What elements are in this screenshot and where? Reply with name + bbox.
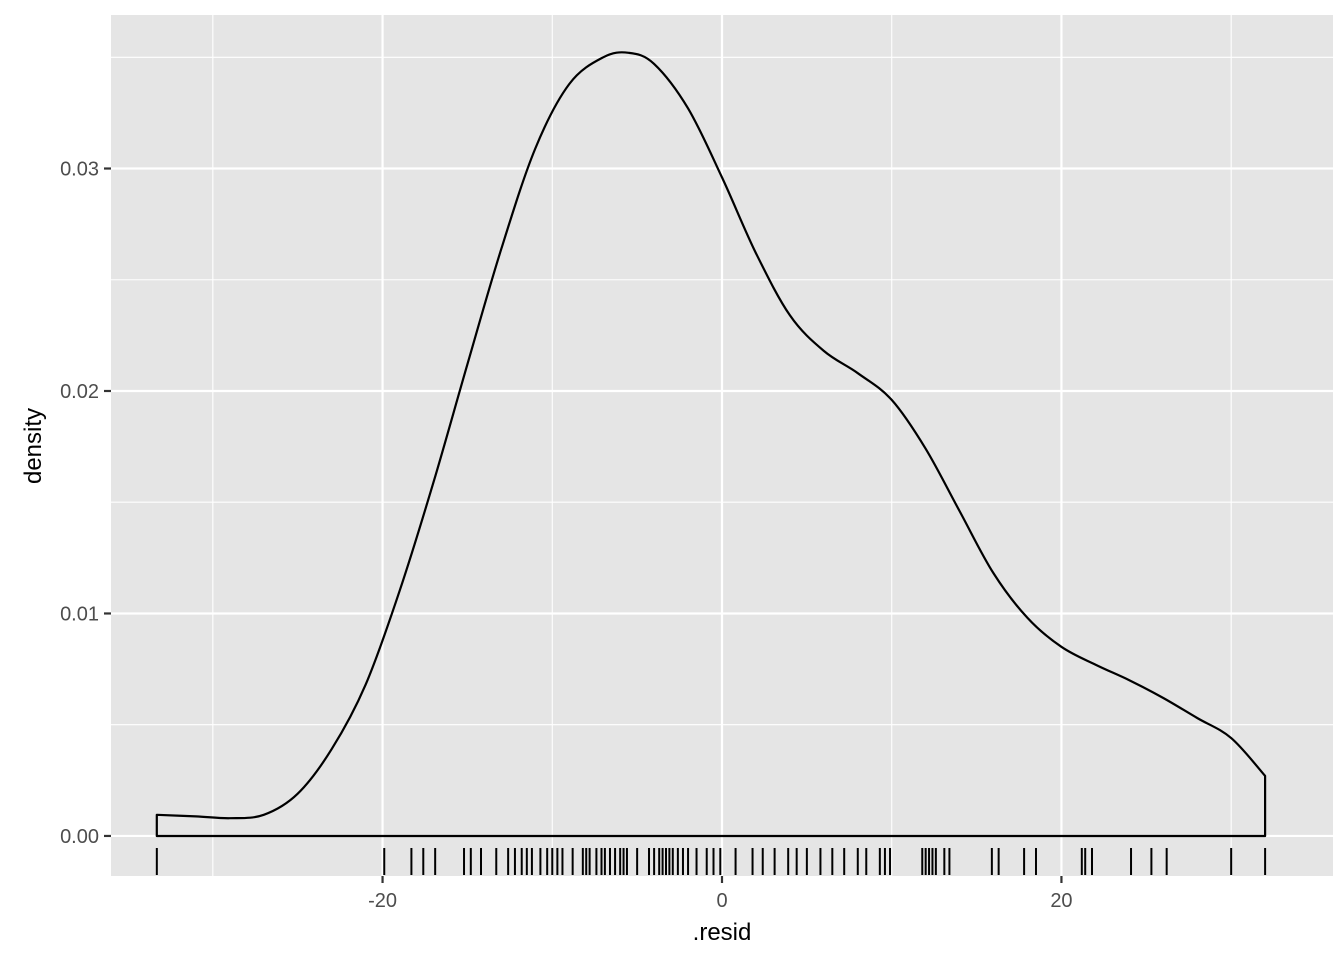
y-axis: 0.00 0.01 0.02 0.03 (60, 159, 111, 848)
y-tick-label: 0.03 (60, 159, 99, 181)
rug-marks (155, 848, 1267, 875)
x-tick-label: -20 (368, 890, 397, 912)
y-tick-label: 0.00 (60, 826, 99, 848)
x-axis-title: .resid (693, 919, 752, 946)
x-tick-label: 20 (1050, 890, 1072, 912)
x-tick-label: 0 (716, 890, 727, 912)
x-axis: -20 0 20 (368, 876, 1073, 912)
y-axis-title: density (20, 408, 47, 484)
y-tick-label: 0.02 (60, 381, 99, 403)
y-tick-label: 0.01 (60, 603, 99, 625)
chart-marks (155, 51, 1267, 838)
density-curve-0 (155, 51, 1267, 838)
